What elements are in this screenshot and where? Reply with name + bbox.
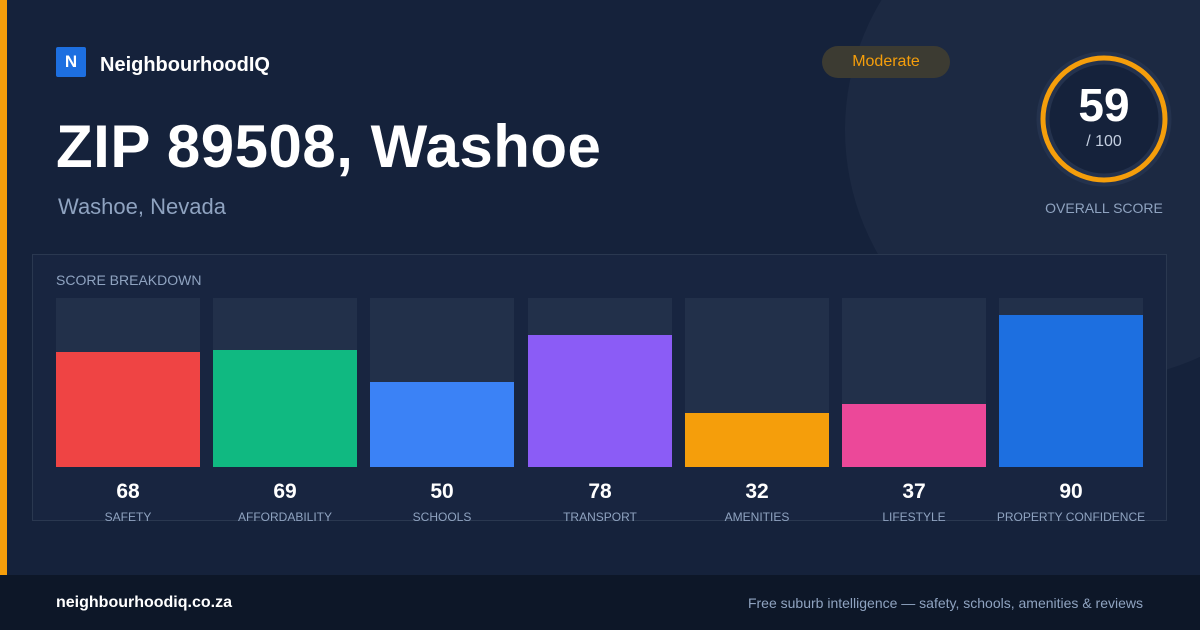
overall-score-suffix: / 100: [1086, 133, 1122, 150]
bar-track: [528, 298, 672, 467]
brand-name: NeighbourhoodIQ: [100, 54, 270, 76]
bar-value-label: 69: [273, 480, 297, 503]
location-subtitle: Washoe, Nevada: [58, 194, 226, 219]
bar: [213, 350, 357, 467]
bar-value-label: 37: [902, 480, 926, 503]
bar-track: [370, 298, 514, 467]
accent-stripe: [0, 0, 7, 575]
bar-track: [213, 298, 357, 467]
bar-track: [685, 298, 829, 467]
bar: [528, 335, 672, 467]
bar-value-label: 32: [745, 480, 769, 503]
score-ring-arc: [1040, 55, 1168, 183]
bar-track: [999, 298, 1143, 467]
bar: [999, 315, 1143, 467]
bar-category-label: AMENITIES: [724, 510, 790, 524]
breakdown-title: SCORE BREAKDOWN: [56, 272, 202, 288]
bar-value-label: 68: [116, 480, 140, 503]
brand-logo-icon: N: [56, 46, 86, 77]
bar-column: 37 LIFESTYLE: [842, 298, 986, 524]
bar-category-label: PROPERTY CONFIDENCE: [996, 510, 1146, 524]
bar: [56, 352, 200, 467]
overall-score-caption: OVERALL SCORE: [1045, 200, 1163, 216]
bar-column: 68 SAFETY: [56, 298, 200, 524]
bar: [842, 404, 986, 467]
bar: [370, 382, 514, 467]
bar-column: 78 TRANSPORT: [528, 298, 672, 524]
bar-column: 50 SCHOOLS: [370, 298, 514, 524]
bar-category-label: SAFETY: [104, 510, 152, 524]
score-breakdown-panel: SCORE BREAKDOWN 68 SAFETY 69 AFFORDABILITY 5…: [32, 254, 1167, 524]
bar-column: 90 PROPERTY CONFIDENCE: [997, 298, 1145, 524]
bar-value-label: 78: [588, 480, 612, 503]
score-ring: [1036, 51, 1172, 187]
rating-badge: Moderate: [822, 46, 950, 78]
bar-category-label: TRANSPORT: [563, 510, 637, 524]
bar-category-label: LIFESTYLE: [882, 510, 946, 524]
bar-category-label: AFFORDABILITY: [237, 510, 332, 524]
bar-category-label: SCHOOLS: [412, 510, 472, 524]
bar-track: [56, 298, 200, 467]
overall-score-gauge: 59 / 100: [1036, 51, 1172, 187]
bar-value-label: 90: [1059, 480, 1083, 503]
bar: [685, 413, 829, 467]
bar-column: 69 AFFORDABILITY: [213, 298, 357, 524]
bar-column: 32 AMENITIES: [685, 298, 829, 524]
brand[interactable]: N NeighbourhoodIQ: [56, 46, 270, 77]
page-title: ZIP 89508, Washoe: [56, 113, 602, 180]
bar-value-label: 50: [430, 480, 454, 503]
overall-score-value: 59: [1078, 79, 1130, 131]
footer-tagline: Free suburb intelligence — safety, schoo…: [747, 595, 1143, 611]
footer-url-link[interactable]: neighbourhoodiq.co.za: [56, 594, 232, 611]
bar-track: [842, 298, 986, 467]
footer: neighbourhoodiq.co.za Free suburb intell…: [0, 575, 1200, 630]
